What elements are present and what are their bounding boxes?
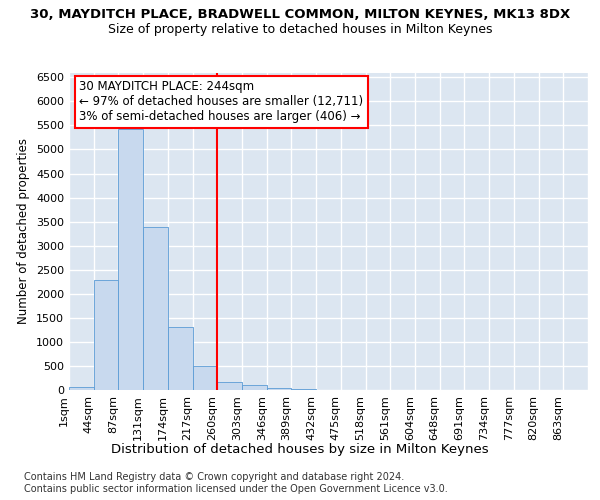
Bar (168, 327, 193, 390)
Bar (292, 389, 316, 390)
Text: Size of property relative to detached houses in Milton Keynes: Size of property relative to detached ho… (108, 22, 492, 36)
Bar (118, 130, 143, 390)
Text: Distribution of detached houses by size in Milton Keynes: Distribution of detached houses by size … (111, 442, 489, 456)
Bar (267, 388, 292, 390)
Text: Contains public sector information licensed under the Open Government Licence v3: Contains public sector information licen… (24, 484, 448, 494)
Text: 30, MAYDITCH PLACE, BRADWELL COMMON, MILTON KEYNES, MK13 8DX: 30, MAYDITCH PLACE, BRADWELL COMMON, MIL… (30, 8, 570, 20)
Text: Contains HM Land Registry data © Crown copyright and database right 2024.: Contains HM Land Registry data © Crown c… (24, 472, 404, 482)
Bar (242, 386, 267, 390)
Bar (217, 382, 242, 390)
Bar (193, 366, 217, 390)
Text: 30 MAYDITCH PLACE: 244sqm
← 97% of detached houses are smaller (12,711)
3% of se: 30 MAYDITCH PLACE: 244sqm ← 97% of detac… (79, 80, 364, 124)
Y-axis label: Number of detached properties: Number of detached properties (17, 138, 31, 324)
Bar (69, 388, 94, 390)
Bar (94, 280, 118, 390)
Bar (143, 228, 168, 390)
